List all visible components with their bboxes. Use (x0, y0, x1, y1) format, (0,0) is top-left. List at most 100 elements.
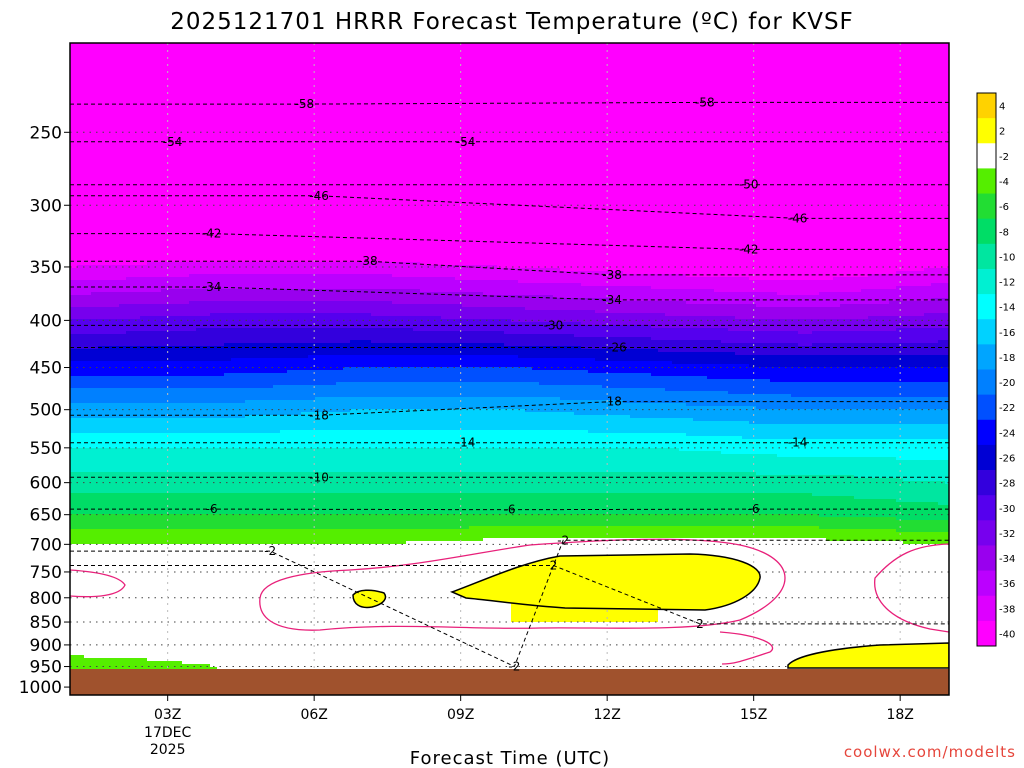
field-cell (91, 367, 99, 371)
field-cell (105, 154, 113, 158)
field-cell (119, 61, 127, 65)
field-cell (175, 367, 183, 371)
field-cell (154, 307, 162, 311)
field-cell (168, 643, 176, 647)
field-cell (154, 184, 162, 188)
field-cell (84, 169, 92, 173)
field-cell (154, 49, 162, 53)
field-cell (77, 127, 85, 131)
field-cell (91, 310, 99, 314)
field-cell (84, 439, 92, 443)
field-cell (98, 382, 106, 386)
field-cell (105, 190, 113, 194)
field-cell (98, 265, 106, 269)
field-cell (84, 61, 92, 65)
field-cell (175, 121, 183, 125)
field-cell (91, 592, 99, 596)
field-cell (126, 586, 134, 590)
field-cell (105, 418, 113, 422)
field-cell (140, 547, 148, 551)
field-cell (112, 466, 120, 470)
field-cell (70, 313, 78, 317)
field-cell (147, 361, 155, 365)
field-cell (154, 313, 162, 317)
field-cell (105, 343, 113, 347)
field-cell (105, 424, 113, 428)
field-cell (168, 235, 176, 239)
field-cell (119, 253, 127, 257)
field-cell (147, 589, 155, 593)
field-cell (140, 469, 148, 473)
field-cell (119, 502, 127, 506)
field-cell (168, 178, 176, 182)
field-cell (112, 238, 120, 242)
field-cell (70, 514, 78, 518)
field-cell (119, 403, 127, 407)
field-cell (105, 496, 113, 500)
field-cell (168, 628, 176, 632)
field-cell (161, 250, 169, 254)
field-cell (91, 652, 99, 656)
field-cell (175, 529, 183, 533)
field-cell (161, 442, 169, 446)
field-cell (140, 88, 148, 92)
field-cell (175, 601, 183, 605)
field-cell (77, 163, 85, 167)
field-cell (140, 643, 148, 647)
field-cell (147, 118, 155, 122)
field-cell (154, 256, 162, 260)
field-cell (126, 136, 134, 140)
field-cell (105, 526, 113, 530)
field-cell (112, 223, 120, 227)
field-cell (161, 463, 169, 467)
field-cell (91, 154, 99, 158)
field-cell (105, 532, 113, 536)
field-cell (84, 631, 92, 635)
field-cell (119, 109, 127, 113)
field-cell (77, 388, 85, 392)
field-cell (154, 376, 162, 380)
field-cell (70, 517, 78, 521)
field-cell (77, 553, 85, 557)
field-cell (147, 460, 155, 464)
field-cell (91, 451, 99, 455)
field-cell (84, 430, 92, 434)
field-cell (168, 547, 176, 551)
field-cell (161, 538, 169, 542)
field-cell (105, 403, 113, 407)
field-cell (98, 193, 106, 197)
field-cell (126, 454, 134, 458)
field-cell (105, 145, 113, 149)
field-cell (105, 583, 113, 587)
field-cell (126, 298, 134, 302)
field-cell (105, 157, 113, 161)
field-cell (133, 400, 141, 404)
field-cell (133, 106, 141, 110)
field-cell (175, 511, 183, 515)
field-cell (112, 352, 120, 356)
field-cell (98, 157, 106, 161)
field-cell (182, 97, 190, 101)
field-cell (105, 595, 113, 599)
field-cell (175, 643, 183, 647)
field-cell (70, 202, 78, 206)
field-cell (161, 394, 169, 398)
field-cell (133, 628, 141, 632)
field-cell (133, 124, 141, 128)
field-cell (84, 565, 92, 569)
field-cell (119, 532, 127, 536)
field-cell (175, 277, 183, 281)
field-cell (91, 247, 99, 251)
field-cell (77, 436, 85, 440)
field-cell (140, 184, 148, 188)
field-cell (154, 577, 162, 581)
field-cell (112, 649, 120, 653)
field-cell (112, 298, 120, 302)
field-cell (182, 487, 190, 491)
field-cell (91, 616, 99, 620)
field-cell (133, 589, 141, 593)
field-cell (126, 313, 134, 317)
field-cell (140, 370, 148, 374)
field-cell (154, 181, 162, 185)
field-cell (84, 436, 92, 440)
